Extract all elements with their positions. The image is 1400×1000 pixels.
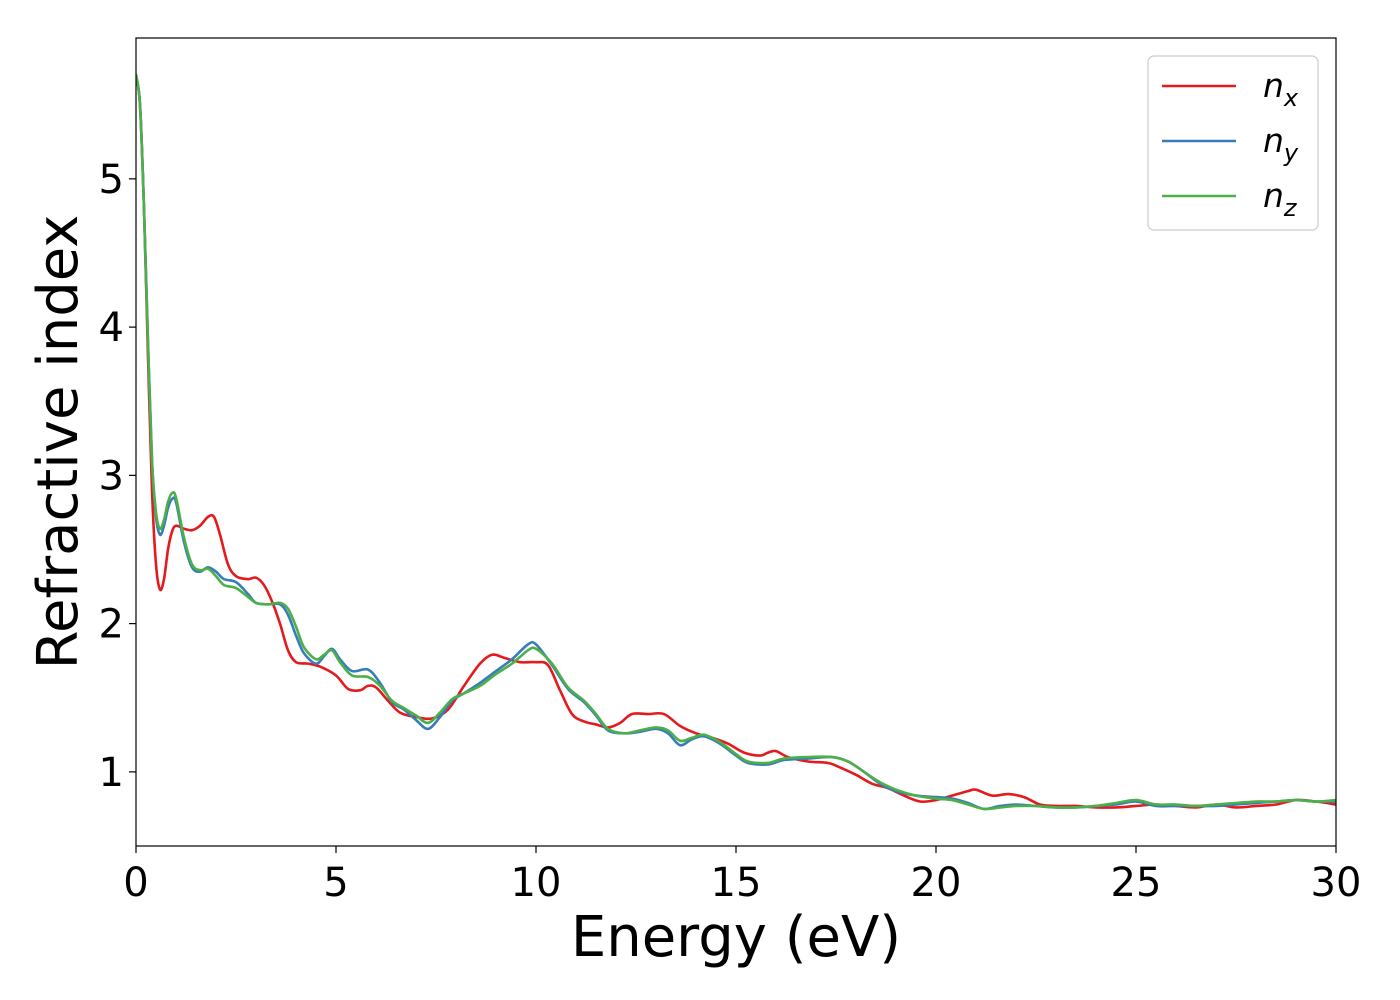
- ticks-layer: 0 5 10 15 20 25 30 1 2 3 4 5: [99, 157, 1362, 906]
- y-tick-label: 3: [99, 453, 124, 499]
- x-tick-label: 30: [1311, 860, 1362, 906]
- x-tick-label: 0: [123, 860, 148, 906]
- y-axis-label: Refractive index: [26, 215, 91, 670]
- x-tick-label: 25: [1111, 860, 1162, 906]
- y-tick-label: 5: [99, 157, 124, 203]
- y-tick-label: 1: [99, 750, 124, 796]
- x-tick-label: 5: [323, 860, 348, 906]
- x-axis-label: Energy (eV): [571, 905, 901, 970]
- x-tick-label: 20: [911, 860, 962, 906]
- legend-label-nx: nx: [1263, 66, 1299, 112]
- y-tick-label: 2: [99, 602, 124, 648]
- x-tick-label: 15: [711, 860, 762, 906]
- x-tick-label: 10: [511, 860, 562, 906]
- legend-box: [1147, 55, 1319, 231]
- series-line-nz: [136, 73, 1336, 811]
- series-layer: [136, 73, 1336, 811]
- legend-label-ny: ny: [1263, 121, 1299, 167]
- y-tick-label: 4: [99, 305, 124, 351]
- series-line-nx: [136, 73, 1336, 809]
